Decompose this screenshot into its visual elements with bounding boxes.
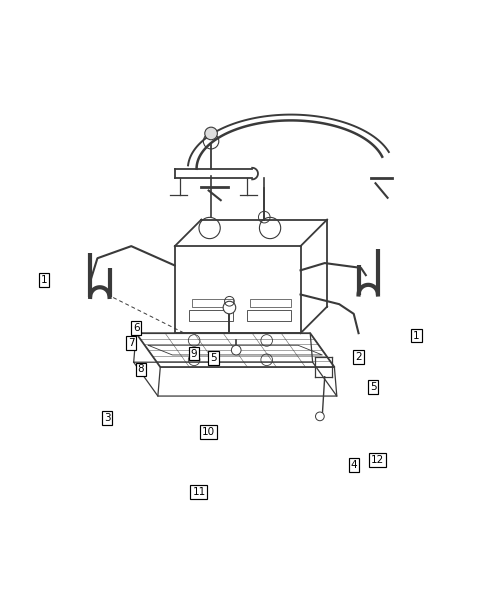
- Text: 5: 5: [210, 353, 216, 363]
- Circle shape: [223, 301, 235, 314]
- Text: 7: 7: [128, 338, 134, 348]
- Circle shape: [204, 127, 217, 140]
- Text: 1: 1: [41, 275, 47, 285]
- Text: 11: 11: [192, 487, 205, 497]
- Text: 5: 5: [369, 382, 376, 392]
- Circle shape: [231, 345, 241, 355]
- Bar: [191, 299, 232, 307]
- Text: 4: 4: [350, 460, 356, 470]
- Text: 1: 1: [412, 330, 419, 340]
- Text: 6: 6: [133, 323, 139, 333]
- Text: 2: 2: [354, 352, 361, 362]
- Text: 10: 10: [202, 428, 215, 437]
- Circle shape: [315, 412, 324, 421]
- Text: 12: 12: [371, 455, 384, 465]
- Text: 9: 9: [190, 349, 197, 359]
- Bar: [189, 310, 232, 321]
- Text: 3: 3: [104, 413, 110, 423]
- Text: 8: 8: [137, 365, 144, 375]
- Bar: [247, 310, 290, 321]
- Bar: [249, 299, 290, 307]
